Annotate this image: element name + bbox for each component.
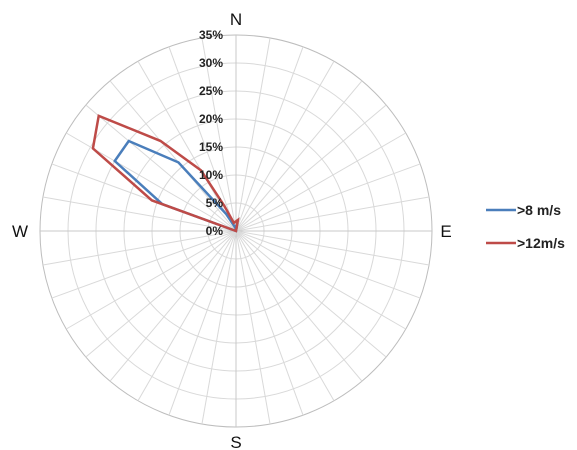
radial-tick-label: 0% [206, 224, 224, 238]
series-line-gt12 [91, 114, 240, 233]
radial-tick-label: 5% [206, 196, 224, 210]
radial-tick-label: 30% [199, 56, 223, 70]
grid-spoke [235, 230, 430, 266]
legend: >8 m/s >12m/s [486, 202, 565, 251]
grid-spoke [235, 230, 304, 416]
radial-tick-label: 25% [199, 84, 223, 98]
grid-spoke [235, 230, 406, 330]
grid-spoke [235, 196, 430, 232]
grid-spoke [109, 80, 237, 232]
direction-labels: N E S W [12, 10, 452, 450]
grid-spoke [235, 37, 271, 232]
grid-spoke [235, 230, 271, 425]
direction-label-n: N [230, 10, 242, 29]
grid-spoke [85, 104, 237, 232]
grid-spoke [235, 230, 363, 382]
grid-spoke [235, 80, 363, 232]
grid-spoke [168, 46, 237, 232]
grid-spoke [235, 230, 335, 401]
direction-label-s: S [230, 433, 241, 450]
grid-spoke [201, 37, 237, 232]
grid-spoke [42, 196, 237, 232]
legend-label: >8 m/s [517, 202, 561, 218]
grid-spoke [137, 230, 237, 401]
direction-label-w: W [12, 222, 28, 241]
grid-spoke [235, 230, 387, 358]
series-lines [91, 114, 240, 233]
grid-spoke [85, 230, 237, 358]
grid-spoke [137, 61, 237, 232]
grid-spoke [42, 230, 237, 266]
polar-grid [39, 34, 433, 428]
grid-spoke [109, 230, 237, 382]
radial-tick-label: 15% [199, 140, 223, 154]
radial-tick-label: 20% [199, 112, 223, 126]
grid-spoke [235, 46, 304, 232]
radial-tick-label: 35% [199, 28, 223, 42]
grid-spoke [66, 230, 237, 330]
grid-spoke [235, 230, 421, 299]
grid-spoke [201, 230, 237, 425]
grid-spoke [51, 230, 237, 299]
direction-label-e: E [440, 222, 451, 241]
grid-spoke [235, 132, 406, 232]
grid-spoke [235, 104, 387, 232]
grid-spoke [235, 61, 335, 232]
legend-label: >12m/s [517, 235, 565, 251]
grid-spoke [235, 163, 421, 232]
radial-tick-label: 10% [199, 168, 223, 182]
grid-spoke [168, 230, 237, 416]
radial-tick-labels: 0% 5% 10% 15% 20% 25% 30% 35% [199, 28, 223, 238]
